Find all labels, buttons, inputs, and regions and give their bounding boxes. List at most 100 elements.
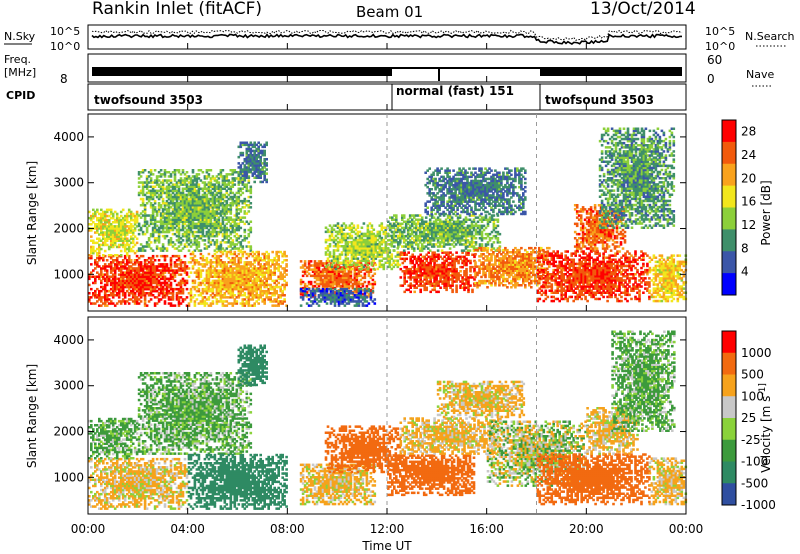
heatmap-cell — [339, 270, 343, 273]
heatmap-cell — [131, 281, 135, 285]
heatmap-cell — [179, 173, 183, 176]
heatmap-cell — [92, 269, 95, 272]
heatmap-cell — [239, 220, 243, 223]
heatmap-cell — [213, 216, 217, 219]
heatmap-cell — [359, 270, 363, 273]
heatmap-cell — [221, 220, 225, 223]
heatmap-cell — [201, 202, 205, 205]
heatmap-cell — [145, 202, 149, 205]
heatmap-cell — [367, 287, 371, 291]
heatmap-cell — [343, 272, 347, 275]
heatmap-cell — [283, 285, 286, 289]
heatmap-cell — [357, 287, 361, 291]
heatmap-cell — [115, 218, 119, 222]
heatmap-cell — [211, 234, 215, 238]
heatmap-cell — [151, 208, 155, 211]
heatmap-cell — [115, 231, 119, 234]
heatmap-cell — [189, 228, 193, 232]
heatmap-cell — [261, 279, 264, 283]
heatmap-cell — [273, 265, 276, 268]
heatmap-cell — [443, 255, 446, 259]
heatmap-cell — [187, 202, 191, 205]
heatmap-cell — [102, 265, 105, 268]
heatmap-cell — [169, 304, 173, 307]
heatmap-cell — [384, 257, 388, 260]
heatmap-cell — [205, 230, 209, 234]
heatmap-cell — [92, 245, 95, 249]
heatmap-cell — [425, 278, 428, 281]
heatmap-cell — [350, 255, 354, 258]
heatmap-cell — [195, 177, 199, 180]
heatmap-cell — [281, 289, 284, 293]
heatmap-cell — [364, 234, 368, 238]
heatmap-cell — [167, 204, 171, 207]
heatmap-cell — [103, 239, 107, 242]
heatmap-cell — [239, 294, 243, 297]
heatmap-cell — [197, 294, 201, 297]
heatmap-cell — [251, 296, 255, 299]
heatmap-cell — [259, 285, 262, 289]
heatmap-cell — [245, 199, 249, 203]
heatmap-cell — [189, 191, 193, 195]
heatmap-cell — [189, 179, 193, 182]
heatmap-cell — [419, 267, 422, 271]
heatmap-cell — [225, 263, 229, 266]
heatmap-cell — [203, 226, 207, 230]
heatmap-cell — [169, 214, 173, 217]
heatmap-cell — [330, 228, 334, 231]
heatmap-cell — [229, 187, 233, 190]
heatmap-cell — [355, 274, 359, 278]
heatmap-cell — [249, 189, 253, 193]
heatmap-cell — [94, 302, 97, 305]
heatmap-cell — [103, 216, 107, 220]
heatmap-cell — [123, 239, 127, 242]
heatmap-cell — [398, 255, 402, 258]
heatmap-cell — [157, 298, 161, 301]
heatmap-cell — [143, 294, 147, 297]
heatmap-cell — [341, 280, 345, 284]
heatmap-cell — [340, 226, 344, 229]
heatmap-cell — [231, 263, 235, 266]
heatmap-cell — [213, 249, 217, 252]
heatmap-cell — [372, 267, 376, 271]
heatmap-cell — [100, 298, 103, 301]
heatmap-cell — [109, 229, 113, 232]
heatmap-cell — [187, 249, 191, 252]
heatmap-cell — [257, 279, 260, 283]
heatmap-cell — [382, 249, 386, 252]
heatmap-cell — [245, 141, 249, 144]
heatmap-cell — [231, 281, 235, 285]
heatmap-cell — [163, 218, 167, 221]
heatmap-cell — [368, 230, 372, 234]
heatmap-cell — [427, 255, 430, 259]
heatmap-cell — [368, 232, 372, 236]
heatmap-cell — [315, 302, 319, 305]
heatmap-cell — [225, 228, 229, 232]
heatmap-cell — [203, 222, 207, 226]
heatmap-cell — [100, 231, 103, 234]
heatmap-cell — [326, 230, 330, 234]
heatmap-cell — [205, 195, 209, 199]
heatmap-cell — [325, 294, 329, 297]
heatmap-cell — [339, 274, 343, 278]
heatmap-cell — [231, 275, 235, 278]
heatmap-cell — [175, 292, 179, 295]
heatmap-cell — [169, 181, 173, 184]
heatmap-cell — [340, 234, 344, 238]
heatmap-cell — [235, 271, 239, 274]
heatmap-cell — [344, 261, 348, 264]
heatmap-cell — [171, 275, 175, 278]
heatmap-cell — [173, 169, 177, 172]
heatmap-cell — [259, 296, 262, 299]
heatmap-cell — [419, 265, 422, 269]
heatmap-cell — [367, 302, 371, 305]
heatmap-cell — [237, 173, 241, 176]
freq-tick: 8 — [60, 72, 68, 86]
heatmap-cell — [100, 300, 103, 303]
heatmap-cell — [211, 283, 215, 287]
heatmap-cell — [155, 183, 159, 186]
heatmap-cell — [362, 245, 366, 248]
heatmap-cell — [205, 224, 209, 228]
heatmap-cell — [207, 224, 211, 228]
heatmap-cell — [223, 261, 227, 264]
